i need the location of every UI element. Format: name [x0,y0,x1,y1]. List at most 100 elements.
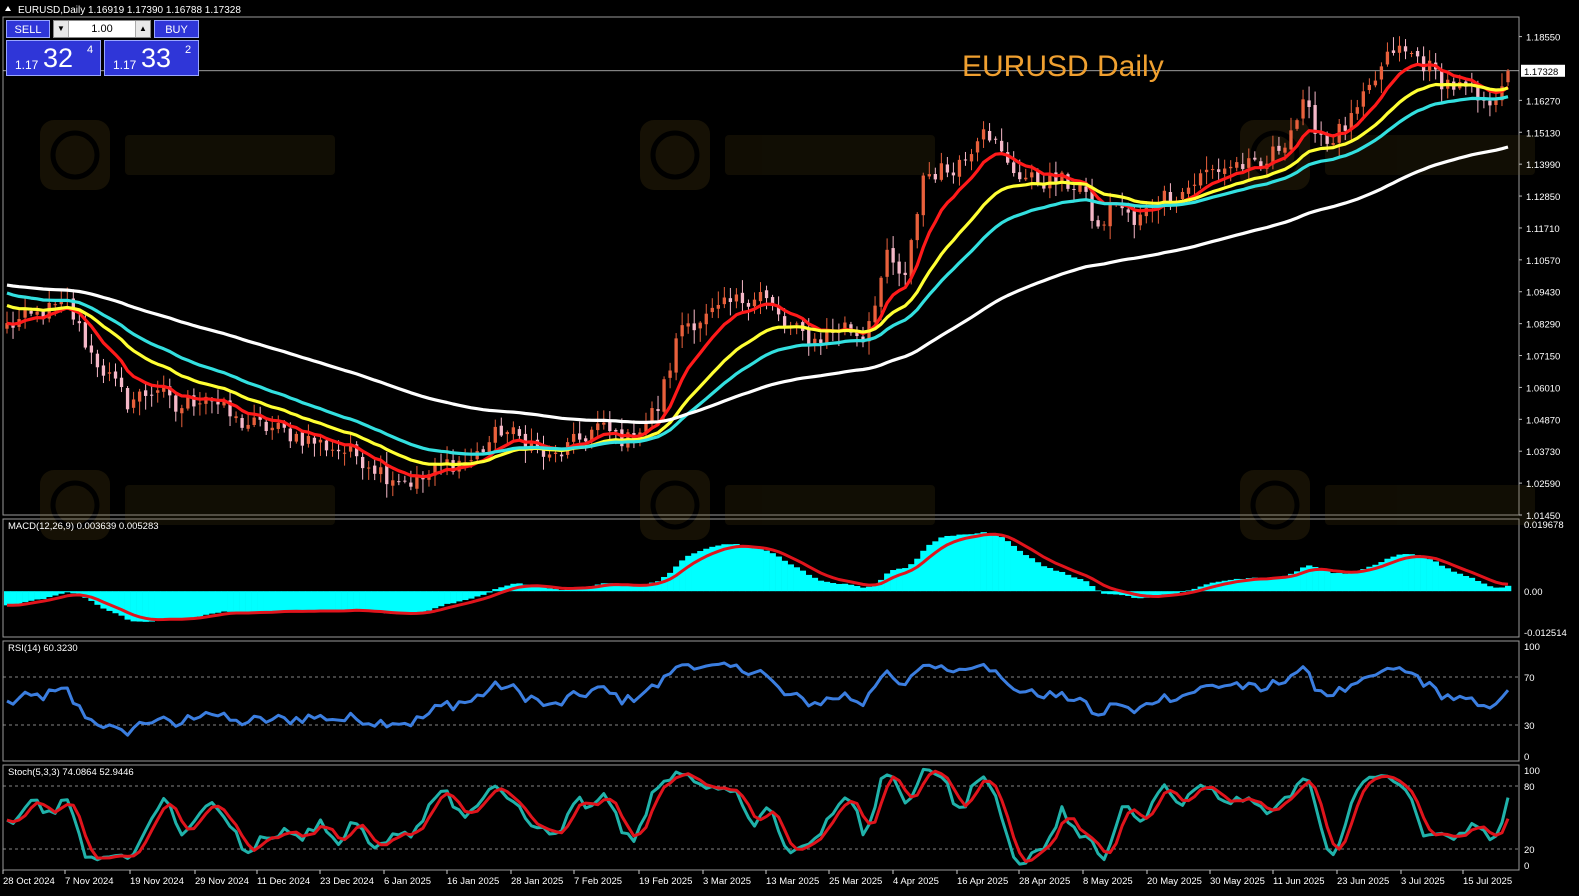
y-tick-label: 1.12850 [1526,192,1560,203]
candle-body [373,465,377,474]
macd-histogram-bar [52,591,59,596]
macd-histogram-bar [914,558,921,592]
macd-histogram-bar [630,586,638,592]
candle-body [734,294,739,302]
candle-body [89,345,94,353]
candle-body [849,324,853,333]
candle-body [385,465,389,485]
candle-body [541,447,546,457]
macd-histogram-bar [239,591,246,613]
macd-histogram-bar [1221,580,1228,592]
stoch-title: Stoch(5,3,3) 74.0864 52.9446 [8,767,134,778]
candle-body [1277,145,1281,151]
candle-body [710,307,714,313]
candle-body [692,323,696,331]
macd-histogram-bar [829,582,837,592]
stoch-y-label: 80 [1524,782,1535,793]
stoch-y-label: 100 [1524,766,1540,777]
macd-histogram-bar [136,591,143,622]
candle-body [445,459,449,465]
macd-histogram-bar [299,591,306,612]
x-tick-label: 4 Apr 2025 [893,876,939,887]
candle-body [813,338,817,346]
macd-histogram-bar [648,582,656,592]
panel-frame-main [2,16,1520,516]
watermark-logo-icon [1240,470,1535,540]
macd-histogram-bar [1480,583,1488,592]
candle-body [336,449,341,452]
candle-body [608,420,612,432]
macd-histogram-bar [413,591,421,613]
candle-body [1006,152,1010,163]
candle-body [23,309,27,318]
candle-body [258,416,262,420]
macd-histogram-bar [751,548,758,592]
candle-body [1024,177,1028,180]
candle-body [915,214,919,241]
candle-body [770,297,775,306]
macd-histogram-bar [679,560,686,592]
candle-body [999,140,1004,152]
macd-histogram-bar [673,566,680,592]
macd-histogram-bar [956,534,963,592]
macd-histogram-bar [642,584,650,592]
candle-body [957,159,962,177]
macd-histogram-bar [534,585,541,592]
macd-histogram-bar [190,591,198,618]
macd-histogram-bar [389,591,397,614]
x-tick-label: 28 Jan 2025 [511,876,563,887]
macd-histogram-bar [781,560,788,592]
buy-button[interactable]: BUY [154,20,199,38]
macd-histogram-bar [787,564,794,592]
candle-body [511,427,516,435]
candle-body [614,430,618,432]
candle-body [1168,192,1173,204]
macd-histogram-bar [1095,590,1102,592]
x-tick-label: 25 Mar 2025 [829,876,882,887]
volume-down-icon[interactable]: ▼ [54,21,69,37]
volume-up-icon[interactable]: ▲ [135,21,150,37]
candle-body [662,379,666,412]
macd-histogram-bar [847,584,855,592]
last-price-label: 1.17328 [1524,67,1558,78]
candle-body [252,417,256,425]
macd-histogram-bar [1336,572,1343,592]
rsi-y-label: 100 [1524,642,1540,653]
candle-body [674,338,678,373]
candle-body [1229,166,1233,169]
macd-histogram-bar [817,580,825,592]
candle-body [487,442,491,453]
candle-body [939,163,944,180]
macd-histogram-bar [1360,569,1367,592]
macd-histogram-bar [462,591,469,601]
macd-histogram-bar [1076,579,1084,592]
macd-histogram-bar [329,591,336,611]
candle-body [1331,143,1335,145]
macd-histogram-bar [395,591,403,615]
macd-histogram-bar [178,591,186,620]
candle-body [1415,51,1420,57]
macd-histogram-bar [823,581,831,592]
macd-histogram-bar [775,556,782,592]
buy-price-button[interactable]: 1.17 33 2 [104,40,199,76]
candle-body [975,141,980,153]
macd-histogram-bar [245,591,252,614]
candle-body [246,424,250,429]
volume-input[interactable] [69,21,135,37]
candle-body [885,249,889,277]
macd-histogram-bar [1468,577,1476,592]
y-tick-label: 1.07150 [1526,352,1560,363]
macd-histogram-bar [1046,567,1054,592]
macd-histogram-bar [998,537,1005,592]
macd-histogram-bar [1022,555,1030,592]
macd-histogram-bar [733,544,740,592]
candle-body [891,248,895,263]
candle-body [680,325,684,337]
sell-button[interactable]: SELL [6,20,50,38]
ema-9-line [6,62,1509,479]
macd-histogram-bar [938,537,945,592]
candle-body [897,261,901,274]
sell-price-button[interactable]: 1.17 32 4 [6,40,101,76]
candle-body [1198,173,1203,186]
